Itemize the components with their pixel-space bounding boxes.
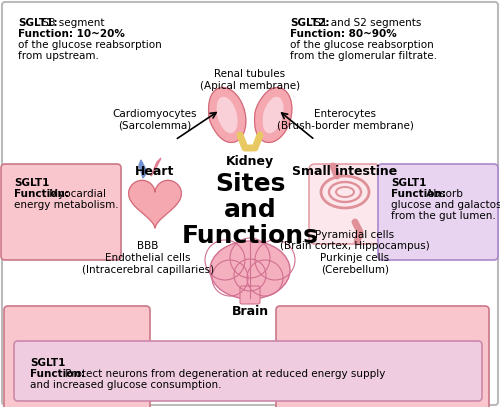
Text: from upstream.: from upstream.	[18, 51, 99, 61]
Text: Function: 80~90%: Function: 80~90%	[290, 29, 397, 39]
FancyBboxPatch shape	[309, 164, 381, 244]
Polygon shape	[218, 97, 237, 133]
Text: SGLT1: SGLT1	[391, 178, 426, 188]
Text: of the glucose reabsorption: of the glucose reabsorption	[18, 40, 162, 50]
FancyBboxPatch shape	[240, 286, 260, 304]
FancyBboxPatch shape	[14, 341, 482, 401]
Text: Heart: Heart	[136, 165, 174, 178]
Text: Function:: Function:	[391, 189, 446, 199]
Text: BBB
Endothelial cells
(Intracerebral capillaries): BBB Endothelial cells (Intracerebral cap…	[82, 241, 214, 275]
Polygon shape	[151, 158, 161, 176]
Polygon shape	[139, 160, 147, 178]
Text: S1 and S2 segments: S1 and S2 segments	[311, 18, 422, 28]
Text: Protect neurons from degeneration at reduced energy supply: Protect neurons from degeneration at red…	[62, 369, 385, 379]
Text: Brain: Brain	[232, 305, 268, 318]
Text: Function:: Function:	[30, 369, 85, 379]
Text: Pyramidal cells
(Brain cortex, Hippocampus)
Purkinje cells
(Cerebellum): Pyramidal cells (Brain cortex, Hippocamp…	[280, 230, 430, 274]
Text: Enterocytes
(Brush-border membrane): Enterocytes (Brush-border membrane)	[276, 109, 413, 131]
FancyBboxPatch shape	[1, 164, 121, 260]
Polygon shape	[128, 180, 182, 228]
Text: Sites
and
Functions: Sites and Functions	[182, 172, 318, 248]
Text: SGLT1: SGLT1	[14, 178, 50, 188]
Polygon shape	[254, 88, 292, 142]
Text: energy metabolism.: energy metabolism.	[14, 200, 118, 210]
FancyBboxPatch shape	[378, 164, 498, 260]
Polygon shape	[208, 88, 246, 142]
Text: S3 segment: S3 segment	[39, 18, 104, 28]
Text: Small intestine: Small intestine	[292, 165, 398, 178]
Text: SGLT1: SGLT1	[30, 358, 66, 368]
Ellipse shape	[210, 241, 290, 299]
Polygon shape	[264, 97, 283, 133]
Text: Kidney: Kidney	[226, 155, 274, 168]
Text: from the gut lumen.: from the gut lumen.	[391, 211, 496, 221]
Text: Function: 10~20%: Function: 10~20%	[18, 29, 125, 39]
Text: SGLT2:: SGLT2:	[290, 18, 330, 28]
Text: glucose and galactose: glucose and galactose	[391, 200, 500, 210]
Text: Myocardial: Myocardial	[46, 189, 106, 199]
Text: from the glomerular filtrate.: from the glomerular filtrate.	[290, 51, 437, 61]
Text: Absorb: Absorb	[422, 189, 463, 199]
FancyBboxPatch shape	[276, 306, 489, 407]
Text: Function:: Function:	[14, 189, 69, 199]
Text: Renal tubules
(Apical membrane): Renal tubules (Apical membrane)	[200, 69, 300, 91]
Text: Cardiomyocytes
(Sarcolemma): Cardiomyocytes (Sarcolemma)	[113, 109, 197, 131]
Text: of the glucose reabsorption: of the glucose reabsorption	[290, 40, 434, 50]
Text: and increased glucose consumption.: and increased glucose consumption.	[30, 380, 222, 390]
Text: SGLT1:: SGLT1:	[18, 18, 58, 28]
FancyBboxPatch shape	[4, 306, 150, 407]
